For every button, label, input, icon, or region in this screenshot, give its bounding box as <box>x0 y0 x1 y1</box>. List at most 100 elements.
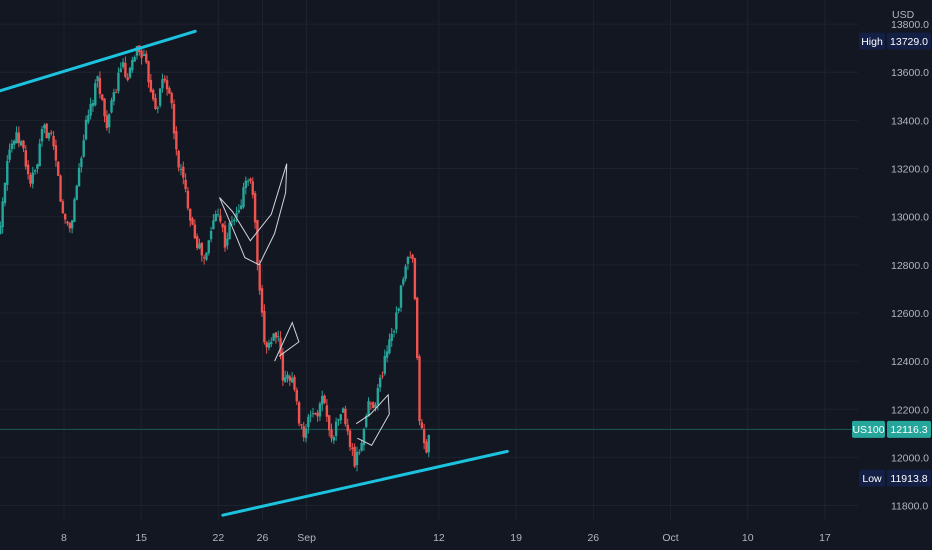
candle-body <box>66 221 69 224</box>
candle-body <box>348 430 352 448</box>
candle-body <box>6 161 9 185</box>
price-axis[interactable]: USD 13800.0 13600.0 13400.0 13200.0 13000.0 1… <box>891 9 929 513</box>
candle-body <box>355 451 359 465</box>
candle-body <box>221 223 224 228</box>
candle-body <box>133 57 136 62</box>
candle-body <box>182 166 185 178</box>
candle-body <box>10 143 14 150</box>
candle-body <box>0 226 2 235</box>
candle-body <box>98 77 102 94</box>
candle-body <box>383 356 386 374</box>
time-tick-label: 10 <box>742 532 754 544</box>
candle-body <box>126 77 129 80</box>
candle-body <box>260 288 264 313</box>
candle-body <box>290 378 294 383</box>
candle-body <box>418 356 421 422</box>
candle-body <box>253 193 257 223</box>
candle-body <box>425 441 428 453</box>
candle-body <box>36 164 39 169</box>
candle-body <box>161 79 164 89</box>
candle-body <box>367 401 370 417</box>
candle-body <box>288 376 292 381</box>
time-tick-label: Sep <box>297 532 316 544</box>
pattern-flag-1[interactable] <box>219 163 288 266</box>
candle-body <box>163 78 166 81</box>
candle-body <box>82 140 85 157</box>
candle-body <box>360 443 363 451</box>
candle-body <box>293 376 296 390</box>
candle-body <box>230 221 234 223</box>
candle-body <box>300 424 303 426</box>
candle-body <box>205 252 208 260</box>
candle-body <box>226 238 229 246</box>
pattern-flag-3[interactable] <box>355 393 390 447</box>
trendline-lower-support[interactable] <box>221 449 509 517</box>
candle-body <box>191 218 194 225</box>
candle-body <box>258 264 261 291</box>
trendline-upper-resistance[interactable] <box>0 29 197 94</box>
price-tick-label: 12200.0 <box>891 404 929 416</box>
trendlines[interactable] <box>0 29 509 517</box>
candle-body <box>128 68 132 78</box>
candle-body <box>351 447 354 450</box>
time-tick-label: 19 <box>510 532 522 544</box>
candle-body <box>307 416 310 428</box>
high-marker: High 13729.0 <box>859 32 931 50</box>
candle-body <box>337 419 340 421</box>
candle-body <box>45 123 48 139</box>
time-tick-label: 8 <box>61 532 67 544</box>
candle-body <box>29 174 32 184</box>
candle-body <box>376 388 380 405</box>
candle-body <box>353 446 356 467</box>
low-value: 11913.8 <box>890 473 927 485</box>
high-value-bg <box>887 32 931 50</box>
candle-body <box>140 50 143 58</box>
candle-body <box>397 308 400 311</box>
candle-body <box>362 429 366 446</box>
candle-body <box>283 377 287 382</box>
price-tick-label: 13600.0 <box>891 67 929 79</box>
price-tick-label: 12400.0 <box>891 356 929 368</box>
candle-body <box>70 220 74 229</box>
candle-body <box>121 62 125 68</box>
candle-body <box>195 236 199 248</box>
candle-body <box>427 435 430 453</box>
candle-body <box>341 408 345 413</box>
candle-body <box>392 331 396 333</box>
candle-body <box>1 201 4 228</box>
candle-body <box>184 179 187 190</box>
candle-body <box>207 240 210 254</box>
candle-body <box>168 88 171 94</box>
candle-body <box>52 135 55 147</box>
time-axis[interactable]: 8 15 22 26 Sep 12 19 26 Oct 10 17 <box>61 532 831 544</box>
candle-body <box>339 414 342 421</box>
candle-body <box>156 107 160 109</box>
candle-body <box>265 342 268 348</box>
candle-body <box>110 100 113 113</box>
price-tick-label: 12800.0 <box>891 260 929 272</box>
candle-body <box>233 219 236 222</box>
candle-body <box>251 181 254 195</box>
candle-body <box>165 80 169 90</box>
candle-body <box>96 76 99 82</box>
candle-body <box>316 412 319 417</box>
candle-body <box>332 437 336 441</box>
candle-body <box>119 68 122 73</box>
candle-body <box>73 199 76 222</box>
candle-body <box>374 404 377 408</box>
candle-body <box>50 132 53 134</box>
candle-body <box>186 190 190 209</box>
pattern-drawings[interactable] <box>219 163 390 447</box>
candle-body <box>75 185 78 200</box>
candle-body <box>212 220 215 230</box>
candle-body <box>117 72 120 92</box>
candle-body <box>314 413 317 415</box>
time-tick-label: 22 <box>213 532 225 544</box>
price-tick-label: 13000.0 <box>891 212 929 224</box>
candle-body <box>277 336 280 338</box>
candle-body <box>242 187 245 208</box>
candle-body <box>179 169 183 171</box>
pattern-flag-2[interactable] <box>274 321 300 362</box>
candle-body <box>270 342 273 345</box>
